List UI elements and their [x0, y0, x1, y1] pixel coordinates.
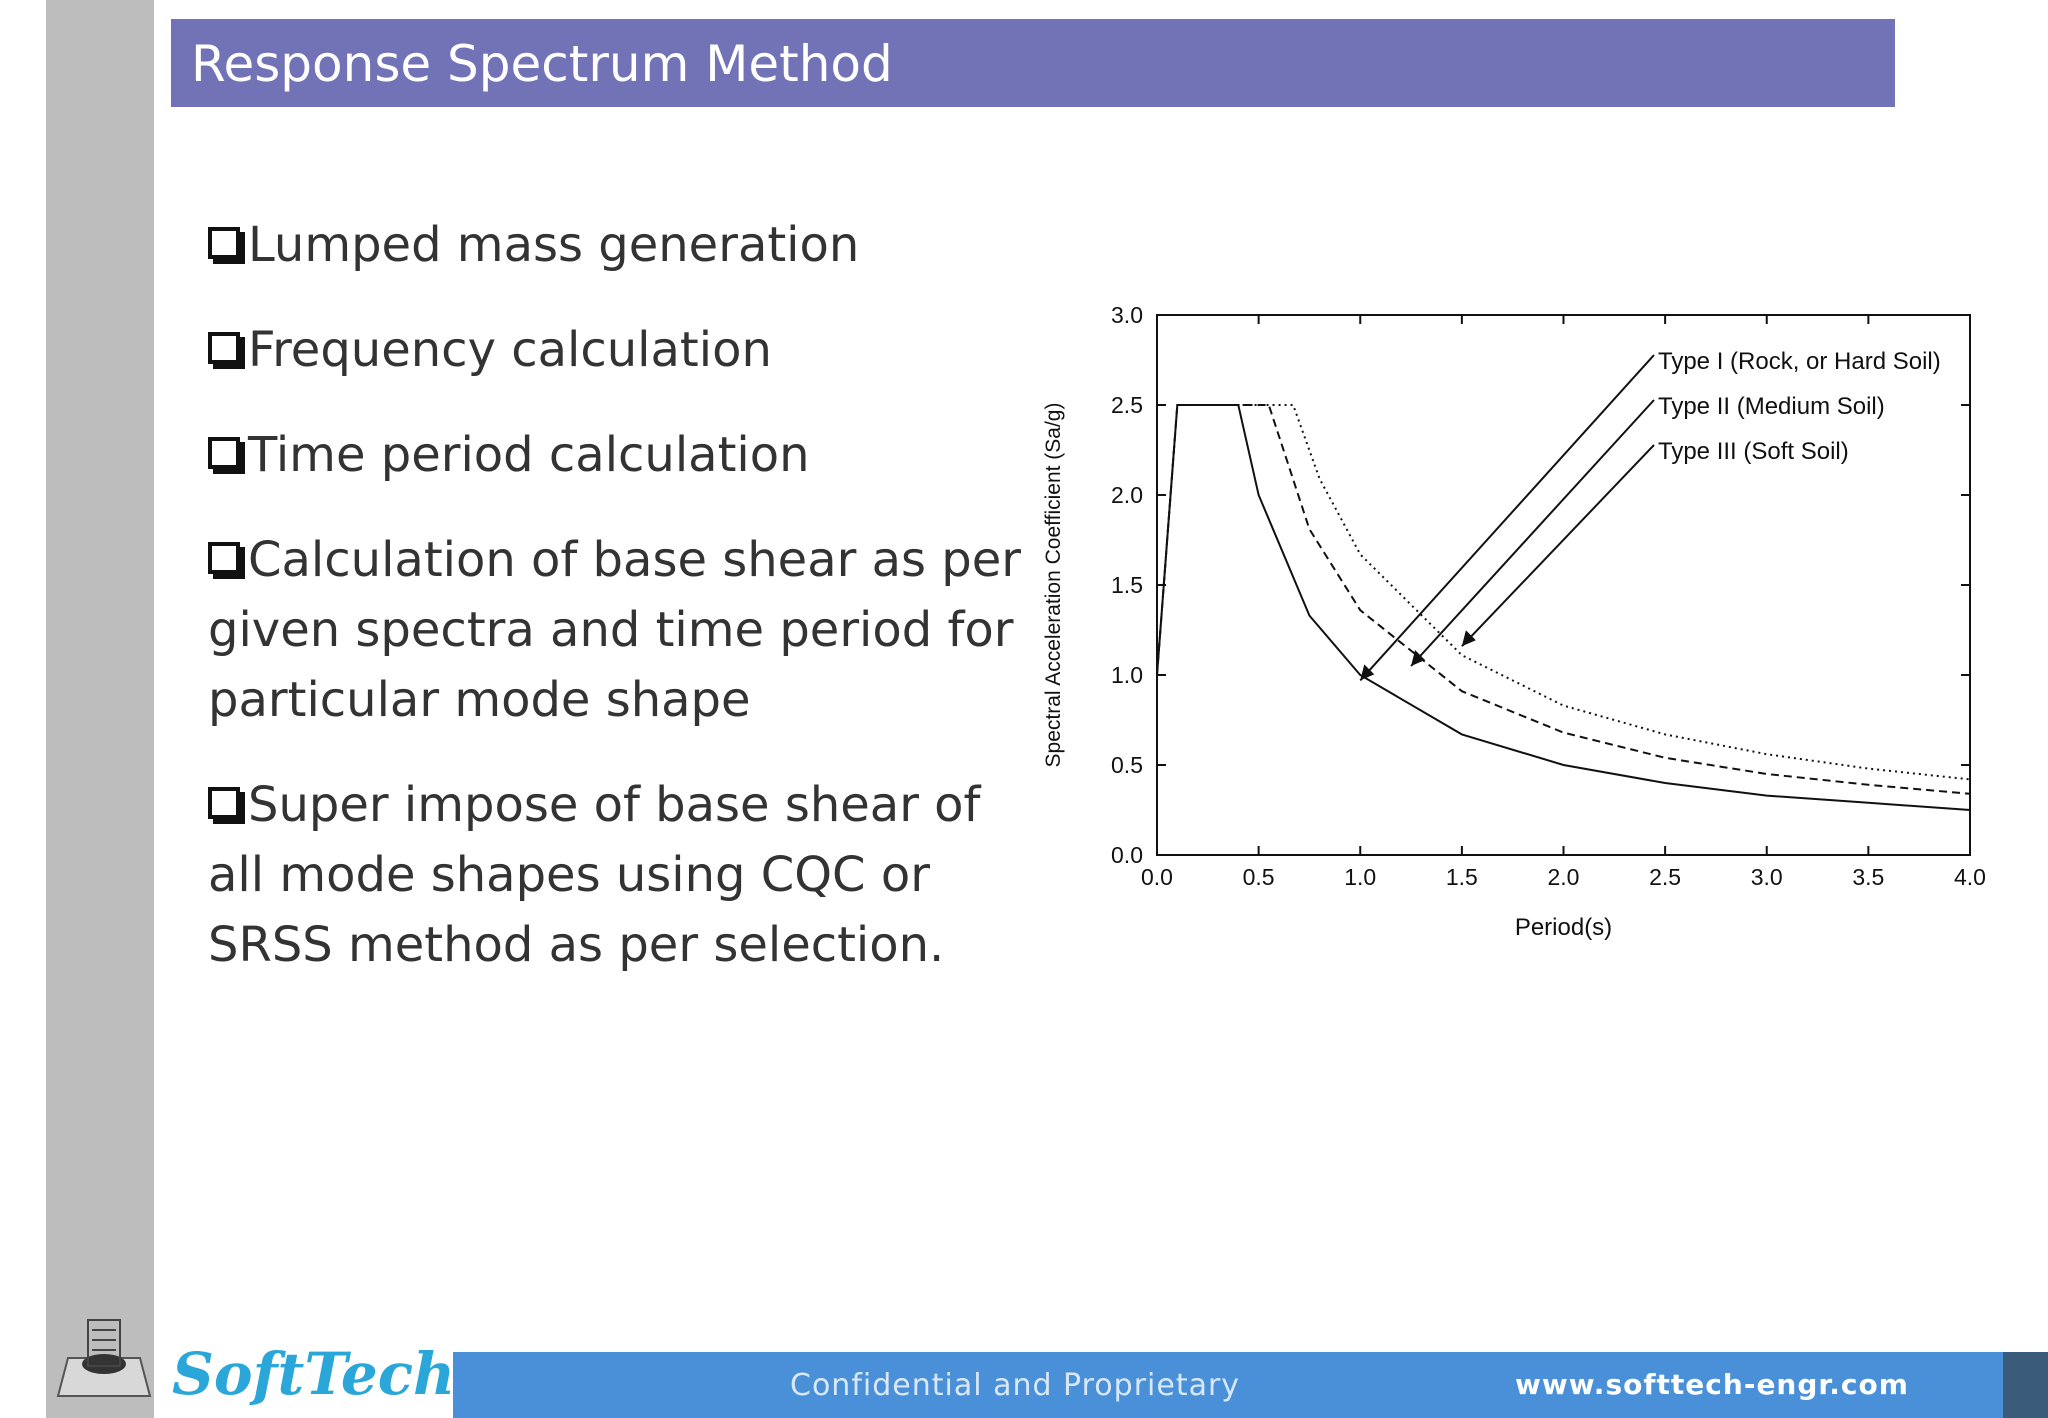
footer-confidential: Confidential and Proprietary: [790, 1368, 1241, 1403]
title-bar: Response Spectrum Method: [171, 19, 1895, 107]
bullet-item: Frequency calculation: [208, 315, 1028, 385]
legend-leader-3: [1461, 444, 1655, 647]
legend-leader-1: [1359, 354, 1655, 682]
footer-bar: [453, 1352, 2003, 1418]
chart-svg: 0.0 0.5 1.0 1.5 2.0 2.5 3.0 3.5 4.0 0.0 0.5 1.0 1.5 2…: [1042, 302, 1986, 941]
checkbox-bullet-icon: [208, 332, 240, 364]
softtech-logo-icon: [56, 1319, 152, 1397]
y-tick-label: 2.5: [1111, 392, 1143, 418]
checkbox-bullet-icon: [208, 437, 240, 469]
x-tick-label: 2.5: [1649, 864, 1681, 890]
series-line-3: [1156, 404, 1971, 781]
y-tick-label: 1.5: [1111, 572, 1143, 598]
series-line-1: [1156, 404, 1971, 811]
x-tick-label: 1.5: [1446, 864, 1478, 890]
x-tick-label: 0.0: [1141, 864, 1173, 890]
checkbox-bullet-icon: [208, 542, 240, 574]
legend-label-3: Type III (Soft Soil): [1658, 438, 1849, 465]
bullet-item: Calculation of base shear as per given s…: [208, 532, 1022, 728]
legend-arrowhead-1: [1360, 664, 1375, 681]
response-spectrum-chart: 0.0 0.5 1.0 1.5 2.0 2.5 3.0 3.5 4.0 0.0 0.5 1.0 1.5 2…: [1025, 290, 2015, 954]
bullet-item: Super impose of base shear of all mode s…: [208, 777, 981, 973]
x-tick-label: 1.0: [1344, 864, 1376, 890]
footer-url[interactable]: www.softtech-engr.com: [1515, 1368, 1909, 1401]
x-axis-label: Period(s): [1515, 914, 1612, 941]
x-tick-label: 4.0: [1954, 864, 1986, 890]
bullet-item: Lumped mass generation: [208, 210, 1028, 280]
softtech-logo-text: SoftTech: [172, 1340, 456, 1408]
bullet-list: Lumped mass generation Frequency calcula…: [208, 210, 1028, 1015]
y-tick-label: 2.0: [1111, 482, 1143, 508]
footer-accent: [2003, 1352, 2048, 1418]
page-title: Response Spectrum Method: [191, 35, 893, 93]
y-tick-label: 1.0: [1111, 662, 1143, 688]
legend-label-1: Type I (Rock, or Hard Soil): [1658, 348, 1941, 375]
y-axis-label: Spectral Acceleration Coefficient (Sa/g): [1042, 403, 1065, 768]
y-tick-label: 0.5: [1111, 752, 1143, 778]
x-tick-label: 3.5: [1852, 864, 1884, 890]
x-tick-label: 0.5: [1243, 864, 1275, 890]
legend-label-2: Type II (Medium Soil): [1658, 393, 1885, 420]
x-tick-label: 3.0: [1751, 864, 1783, 890]
legend-arrowhead-2: [1411, 650, 1426, 666]
sidebar: Accelerating Engineering Processes: [46, 0, 223, 1418]
x-tick-label: 2.0: [1548, 864, 1580, 890]
checkbox-bullet-icon: [208, 227, 240, 259]
bullet-item: Time period calculation: [208, 420, 1028, 490]
checkbox-bullet-icon: [208, 787, 240, 819]
y-tick-label: 0.0: [1111, 842, 1143, 868]
y-tick-label: 3.0: [1111, 302, 1143, 328]
legend-leader-2: [1410, 399, 1655, 667]
legend-arrowhead-3: [1461, 630, 1476, 647]
